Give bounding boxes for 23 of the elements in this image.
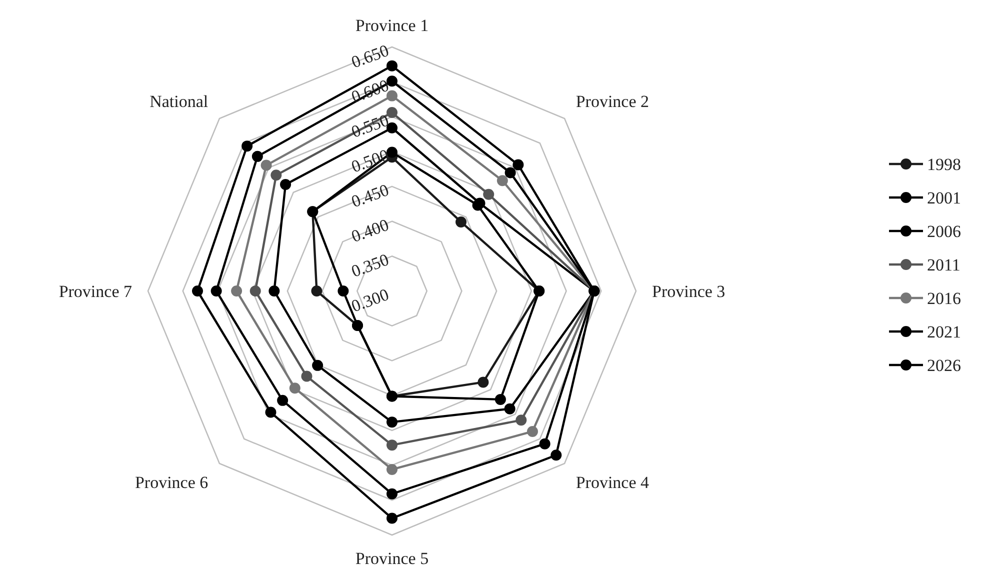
spoke-label: Province 2 — [576, 92, 650, 112]
spoke-label: Province 4 — [576, 472, 650, 492]
spoke-label: Province 7 — [58, 282, 132, 301]
legend-label: 2026 — [927, 356, 961, 375]
legend-label: 2011 — [927, 256, 960, 274]
y-tick-label: 0.350 — [348, 250, 392, 281]
y-tick-label: 0.450 — [348, 180, 392, 212]
legend-label: 2001 — [927, 188, 961, 208]
y-tick-label: 0.300 — [348, 284, 392, 316]
legend-label: 2016 — [927, 289, 961, 308]
y-tick-label: 0.650 — [348, 40, 392, 72]
spoke-label: National — [150, 92, 208, 112]
y-tick-label: 0.550 — [348, 110, 392, 142]
y-tick-label: 0.500 — [348, 145, 392, 176]
spoke-label: Province 3 — [652, 282, 726, 301]
legend-label: 2021 — [927, 322, 961, 342]
y-tick-label: 0.600 — [348, 76, 392, 107]
spoke-label: Province 1 — [355, 16, 429, 35]
legend-label: 2006 — [927, 222, 961, 241]
legend-label: 1998 — [927, 155, 961, 174]
spoke-label: Province 6 — [134, 472, 208, 492]
spoke-label: Province 5 — [355, 549, 429, 568]
y-tick-label: 0.400 — [348, 215, 392, 246]
